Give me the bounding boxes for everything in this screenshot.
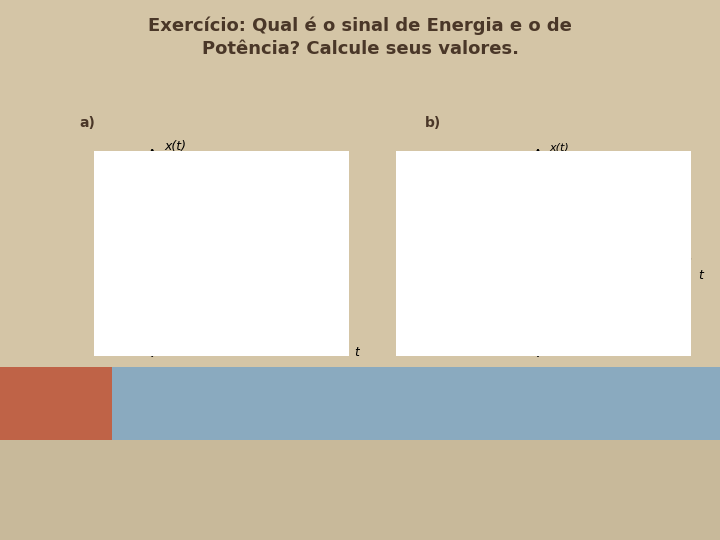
Text: -1: -1	[495, 274, 506, 285]
Text: 2: 2	[228, 348, 235, 358]
Text: 0: 0	[534, 274, 541, 285]
Text: 1: 1	[522, 184, 530, 197]
Text: Exercício: Qual é o sinal de Energia e o de
Potência? Calcule seus valores.: Exercício: Qual é o sinal de Energia e o…	[148, 16, 572, 58]
Text: -1: -1	[107, 348, 118, 358]
Text: x(t): x(t)	[164, 140, 186, 153]
Text: 0: 0	[149, 348, 156, 358]
Text: t: t	[698, 268, 703, 282]
Text: -3: -3	[420, 274, 431, 285]
Text: 2: 2	[609, 274, 616, 285]
Text: 1: 1	[188, 348, 195, 358]
Text: t: t	[354, 346, 359, 359]
Text: x(t): x(t)	[549, 143, 569, 153]
Text: 4: 4	[307, 348, 314, 358]
Text: b): b)	[425, 116, 441, 130]
Text: $2e^{-\frac{t}{2}}$: $2e^{-\frac{t}{2}}$	[241, 268, 276, 289]
Text: 3: 3	[647, 274, 654, 285]
Text: 1: 1	[572, 274, 579, 285]
Text: a): a)	[79, 116, 95, 130]
Text: -1: -1	[517, 321, 530, 334]
Text: 2: 2	[139, 195, 149, 210]
Text: 3: 3	[267, 348, 274, 358]
Text: -2: -2	[457, 274, 469, 285]
